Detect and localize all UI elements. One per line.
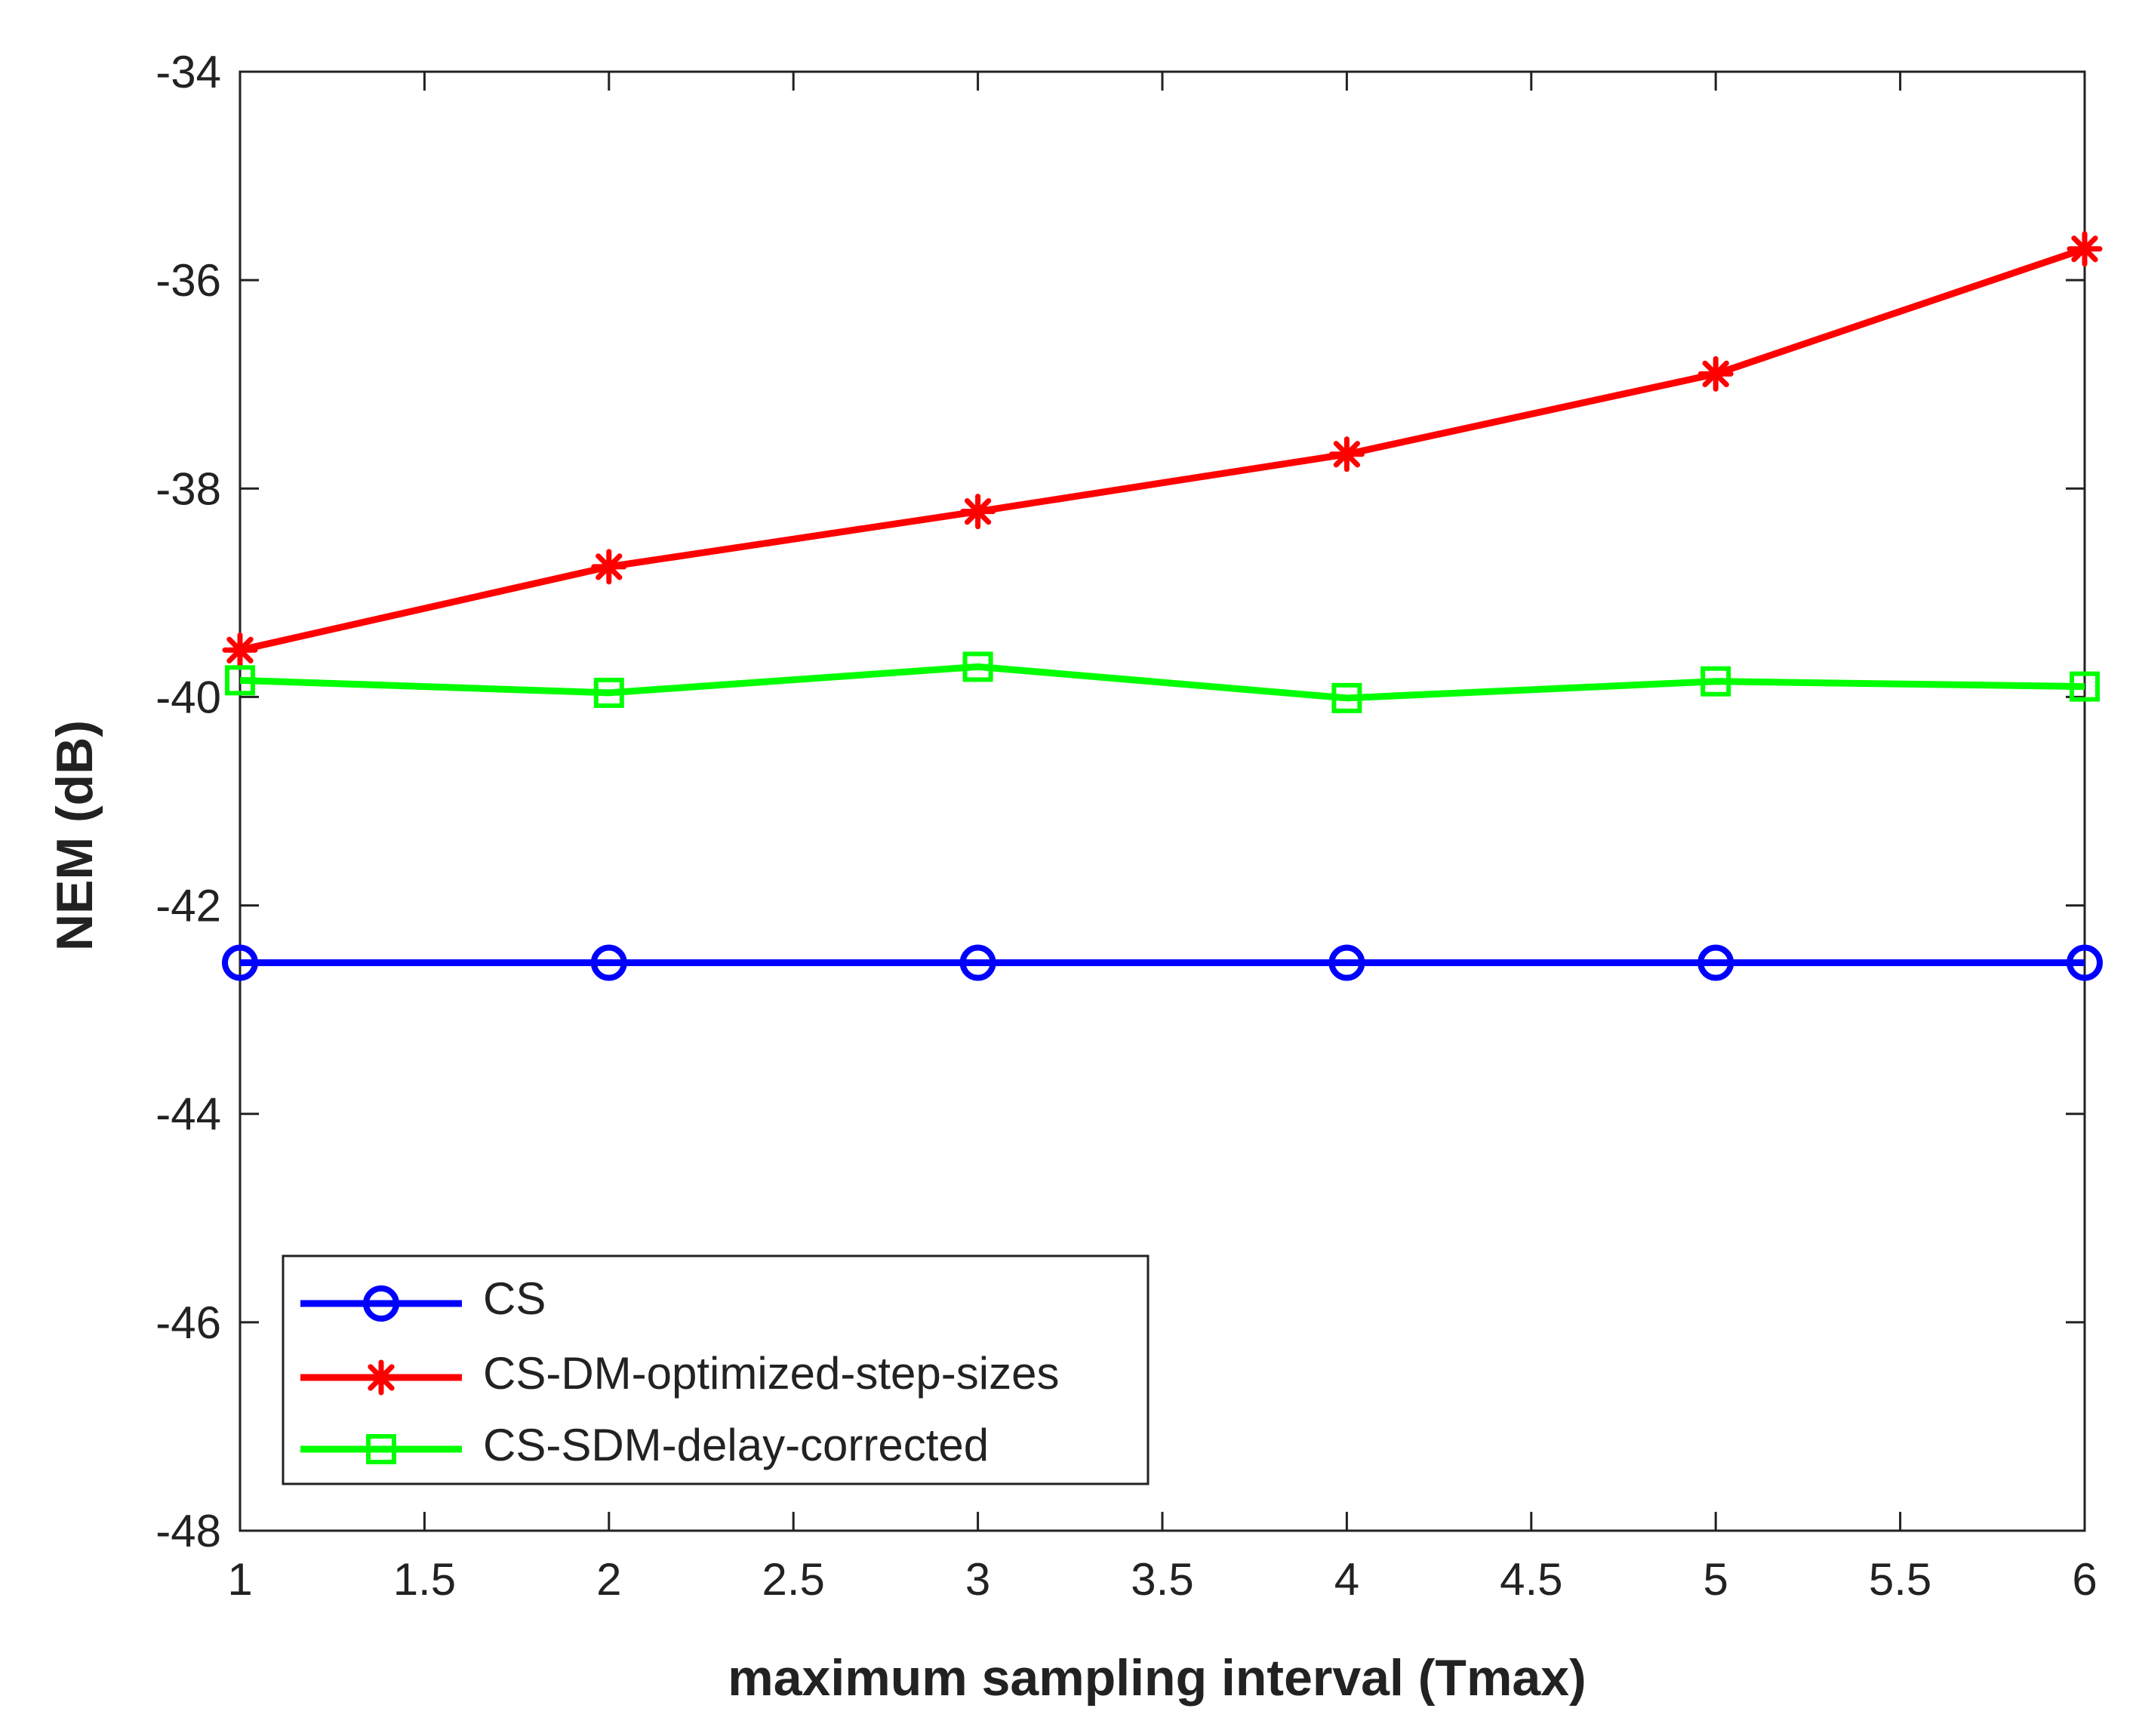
series-1 (222, 231, 2103, 668)
data-point (1328, 944, 1365, 981)
series-layer (222, 231, 2103, 981)
data-point (222, 944, 258, 981)
data-point (590, 944, 627, 981)
legend-marker (363, 1359, 399, 1396)
legend-swatch-cs-dm (300, 1359, 462, 1396)
data-point (2070, 671, 2100, 702)
x-axis-ticks: 1 1.5 2 2.5 3 3.5 4 4.5 5 5.5 6 (227, 72, 2097, 1605)
legend-marker (363, 1285, 399, 1322)
y-tick-label: -48 (155, 1506, 221, 1556)
data-point (2067, 944, 2103, 981)
y-axis-title: NEM (dB) (46, 720, 103, 951)
x-tick-label: 1 (227, 1554, 252, 1605)
data-point (959, 944, 996, 981)
x-tick-label: 3 (965, 1554, 990, 1605)
data-point (1328, 436, 1365, 472)
legend-entry-cs: CS (300, 1273, 546, 1324)
y-tick-label: -34 (155, 47, 221, 97)
data-point (222, 632, 258, 668)
series-line (239, 663, 2085, 702)
x-tick-label: 2 (596, 1554, 621, 1605)
legend-label-cs-dm: CS-DM-optimized-step-sizes (483, 1348, 1059, 1399)
y-tick-label: -46 (155, 1297, 221, 1348)
data-point (962, 651, 993, 682)
data-point (591, 549, 627, 585)
data-point (1331, 682, 1362, 713)
y-tick-label: -38 (155, 463, 221, 514)
x-tick-label: 5.5 (1869, 1554, 1931, 1605)
data-point (1697, 356, 1734, 392)
data-point (225, 665, 255, 696)
series-2 (225, 651, 2100, 713)
y-tick-label: -44 (155, 1089, 221, 1140)
data-point (2067, 231, 2103, 267)
series-0 (222, 944, 2103, 981)
x-tick-label: 6 (2072, 1554, 2097, 1605)
y-tick-label: -36 (155, 255, 221, 306)
legend-swatch-cs-sdm (300, 1434, 462, 1464)
x-tick-label: 3.5 (1131, 1554, 1193, 1605)
data-point (960, 494, 996, 530)
legend: CS CS-DM-optimized-step-sizes CS-SDM-del… (282, 1254, 1150, 1485)
legend-swatch-cs (300, 1285, 462, 1322)
legend-entry-cs-dm: CS-DM-optimized-step-sizes (300, 1348, 1059, 1399)
y-axis-ticks: -48 -46 -44 -42 -40 -38 -36 -34 (155, 47, 2085, 1556)
legend-entry-cs-sdm: CS-SDM-delay-corrected (300, 1420, 989, 1470)
data-point (1697, 944, 1734, 981)
x-tick-label: 4 (1334, 1554, 1359, 1605)
legend-marker (366, 1434, 396, 1464)
x-tick-label: 5 (1704, 1554, 1728, 1605)
y-tick-label: -42 (155, 881, 221, 931)
x-tick-label: 1.5 (393, 1554, 456, 1605)
x-tick-label: 2.5 (762, 1554, 824, 1605)
legend-label-cs: CS (483, 1273, 546, 1324)
legend-label-cs-sdm: CS-SDM-delay-corrected (483, 1420, 989, 1470)
y-tick-label: -40 (155, 672, 221, 722)
data-point (593, 677, 624, 708)
data-point (1700, 666, 1731, 697)
x-axis-title: maximum sampling interval (Tmax) (728, 1649, 1586, 1707)
x-tick-label: 4.5 (1500, 1554, 1562, 1605)
series-line (239, 245, 2086, 654)
